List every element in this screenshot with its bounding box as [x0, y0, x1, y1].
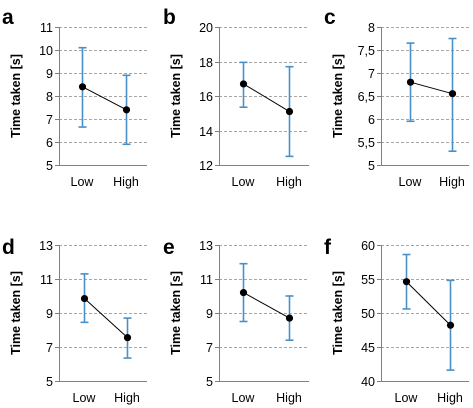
y-axis-label: Time taken [s] — [331, 54, 345, 138]
y-tick-label: 7,5 — [358, 44, 375, 58]
y-tick-label: 11 — [200, 273, 213, 287]
y-tick-label: 5,5 — [358, 136, 375, 150]
y-tick-label: 40 — [361, 375, 375, 389]
y-axis-label: Time taken [s] — [169, 54, 183, 138]
y-tick-label: 50 — [361, 307, 375, 321]
series-line — [243, 83, 290, 112]
x-tick-label: Low — [399, 175, 423, 189]
series-line — [243, 292, 290, 319]
y-tick-label: 9 — [46, 67, 53, 81]
data-point — [402, 278, 411, 286]
y-tick-label: 10 — [39, 44, 53, 58]
y-tick-label: 16 — [199, 90, 213, 104]
data-point — [239, 80, 248, 88]
y-tick-label: 7 — [206, 341, 213, 355]
data-point — [78, 83, 87, 91]
chart-panel-c: c Time taken [s] 5 5,5 6 6,5 7 7,5 8 Low High — [324, 6, 469, 189]
y-tick-label: 13 — [39, 239, 53, 253]
y-tick-label: 60 — [361, 239, 375, 253]
y-axis-label: Time taken [s] — [331, 271, 345, 355]
y-tick-label: 7 — [46, 341, 53, 355]
y-tick-label: 6 — [368, 113, 375, 127]
data-point — [406, 78, 415, 86]
y-tick-label: 45 — [361, 341, 375, 355]
x-tick-label: High — [276, 175, 302, 189]
x-tick-label: High — [113, 175, 139, 189]
y-tick-label: 18 — [199, 56, 213, 70]
y-tick-label: 6,5 — [358, 90, 375, 104]
chart-panel-d: d Time taken [s] 5 7 9 11 13 Low High — [2, 236, 147, 405]
y-tick-label: 7 — [368, 67, 375, 81]
y-tick-label: 7 — [46, 113, 53, 127]
data-point — [123, 334, 132, 342]
y-tick-label: 6 — [46, 136, 53, 150]
y-axis-label: Time taken [s] — [9, 54, 23, 138]
y-tick-label: 11 — [40, 273, 53, 287]
y-tick-label: 9 — [206, 307, 213, 321]
chart-panel-b: b Time taken [s] 12 14 16 18 20 Low High — [163, 6, 309, 189]
y-tick-label: 13 — [199, 239, 213, 253]
y-tick-label: 5 — [368, 159, 375, 173]
y-tick-label: 11 — [40, 21, 53, 35]
y-tick-label: 20 — [199, 21, 213, 35]
y-tick-label: 5 — [46, 159, 53, 173]
data-point — [122, 106, 131, 114]
data-point — [448, 90, 457, 98]
y-axis-label: Time taken [s] — [9, 271, 23, 355]
y-tick-label: 8 — [46, 90, 53, 104]
y-tick-label: 55 — [361, 273, 375, 287]
y-tick-label: 5 — [206, 375, 213, 389]
panel-letter: c — [324, 6, 336, 29]
y-tick-label: 8 — [368, 21, 375, 35]
series-line — [82, 86, 127, 111]
panel-letter: e — [163, 236, 175, 259]
x-tick-label: High — [437, 391, 463, 405]
y-tick-label: 9 — [46, 307, 53, 321]
y-tick-label: 14 — [199, 125, 213, 139]
x-tick-label: Low — [71, 175, 95, 189]
series-line — [84, 298, 128, 339]
x-tick-label: High — [276, 391, 302, 405]
chart-panel-e: e Time taken [s] 5 7 9 11 13 Low High — [163, 236, 309, 405]
data-point — [285, 314, 294, 322]
x-tick-label: High — [114, 391, 140, 405]
data-point — [80, 294, 89, 303]
x-tick-label: High — [439, 175, 465, 189]
data-point — [446, 321, 455, 329]
y-axis-label: Time taken [s] — [169, 271, 183, 355]
panel-letter: d — [2, 236, 15, 259]
panel-letter: b — [163, 6, 176, 29]
chart-panel-f: f Time taken [s] 40 45 50 55 60 Low High — [324, 236, 469, 405]
x-tick-label: Low — [73, 391, 97, 405]
x-tick-label: Low — [232, 175, 256, 189]
panel-letter: a — [2, 6, 14, 29]
y-tick-label: 5 — [46, 375, 53, 389]
y-tick-label: 12 — [199, 159, 213, 173]
data-point — [285, 107, 294, 116]
x-tick-label: Low — [395, 391, 419, 405]
panel-letter: f — [324, 236, 332, 259]
data-point — [239, 289, 248, 297]
series-line — [410, 81, 453, 95]
series-line — [406, 281, 451, 326]
chart-panel-a: a Time taken [s] 5 6 7 8 9 10 11 Low High — [2, 6, 147, 189]
x-tick-label: Low — [232, 391, 256, 405]
